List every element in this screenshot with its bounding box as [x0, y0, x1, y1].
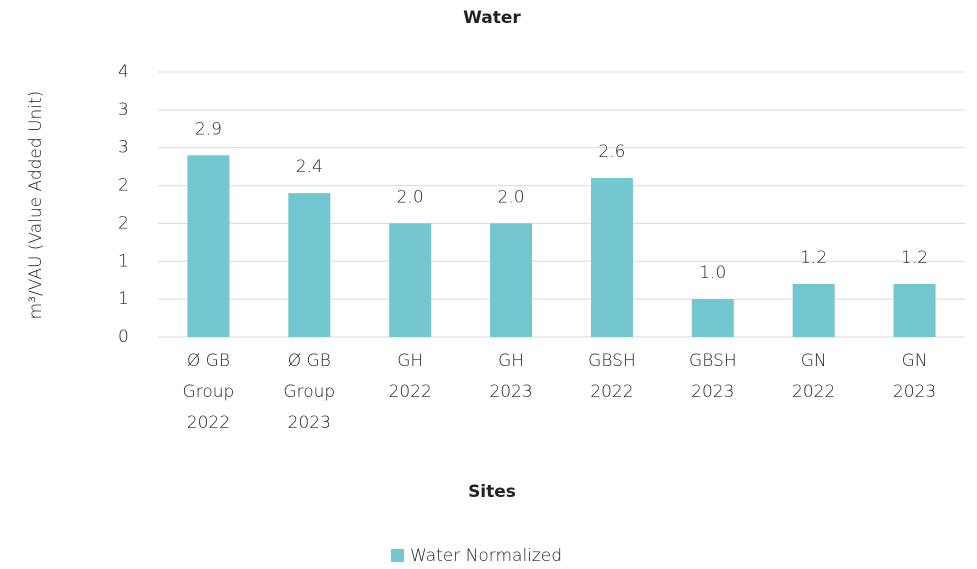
value-label: 2.0 — [498, 187, 525, 207]
chart-title: Water — [463, 8, 521, 28]
x-tick-label: GBSH 2023 — [689, 351, 737, 402]
y-tick-label: 1 — [118, 289, 129, 309]
y-tick-label: 3 — [118, 100, 129, 120]
y-axis-title: m³/VAU (Value Added Unit) — [26, 91, 46, 320]
y-tick-label: 4 — [118, 62, 129, 82]
y-tick-label: 2 — [118, 176, 129, 196]
x-tick-label: GH 2022 — [389, 351, 432, 402]
y-tick-label: 1 — [118, 251, 129, 271]
bar — [187, 155, 230, 337]
x-tick-label: GN 2023 — [893, 351, 936, 402]
value-label: 2.9 — [195, 119, 222, 139]
bar — [893, 284, 936, 337]
bar — [590, 178, 633, 337]
x-tick-label: GBSH 2022 — [588, 351, 636, 402]
bar — [490, 223, 533, 337]
value-label: 2.6 — [598, 142, 625, 162]
x-axis-title: Sites — [468, 482, 516, 502]
x-tick-label: Ø GB Group 2023 — [283, 351, 335, 433]
y-tick-label: 0 — [118, 327, 129, 347]
value-label: 1.0 — [699, 263, 726, 283]
x-tick-label: GN 2022 — [792, 351, 835, 402]
bar — [691, 299, 734, 337]
bar — [288, 193, 331, 337]
bar — [792, 284, 835, 337]
legend-swatch — [391, 549, 404, 562]
x-tick-label: Ø GB Group 2022 — [183, 351, 235, 433]
value-label: 1.2 — [800, 248, 827, 268]
value-label: 2.0 — [397, 187, 424, 207]
value-label: 1.2 — [901, 248, 928, 268]
y-tick-label: 2 — [118, 213, 129, 233]
bar — [389, 223, 432, 337]
x-tick-label: GH 2023 — [489, 351, 532, 402]
value-label: 2.4 — [296, 157, 323, 177]
legend-label: Water Normalized — [410, 546, 562, 566]
y-tick-label: 3 — [118, 138, 129, 158]
